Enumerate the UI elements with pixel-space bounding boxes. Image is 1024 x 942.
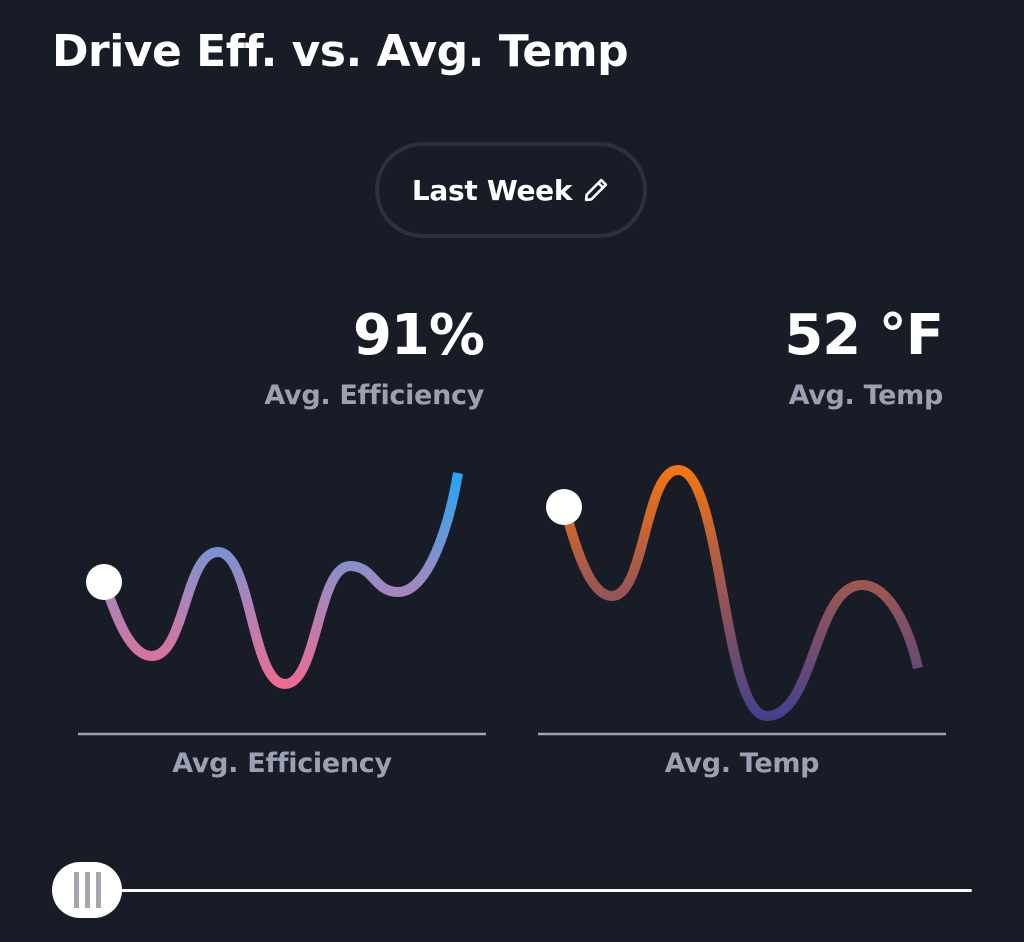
grip-lines-icon	[73, 872, 79, 908]
temperature-line	[559, 464, 923, 722]
efficiency-line	[99, 472, 463, 690]
date-range-button[interactable]: Last Week	[375, 142, 647, 238]
efficiency-marker-dot[interactable]	[86, 564, 122, 600]
slider-track[interactable]	[112, 889, 972, 892]
temperature-value: 52 °F	[784, 303, 944, 368]
grip-lines-icon	[84, 872, 90, 908]
temperature-axis-label: Avg. Temp	[664, 748, 820, 779]
temperature-stat: 52 °F Avg. Temp	[784, 303, 944, 414]
efficiency-value: 91%	[352, 303, 485, 368]
efficiency-axis-label: Avg. Efficiency	[172, 748, 392, 779]
slider-thumb[interactable]	[52, 862, 122, 918]
timeline-slider[interactable]	[52, 862, 972, 918]
page-title: Drive Eff. vs. Avg. Temp	[52, 26, 629, 77]
efficiency-stat: 91% Avg. Efficiency	[264, 303, 485, 414]
temperature-chart	[538, 464, 946, 736]
efficiency-caption: Avg. Efficiency	[264, 380, 484, 411]
grip-lines-icon	[95, 872, 101, 908]
date-range-label: Last Week	[411, 173, 573, 207]
pencil-icon	[582, 176, 610, 204]
temperature-marker-dot[interactable]	[546, 489, 582, 525]
efficiency-chart	[78, 472, 486, 736]
temperature-caption: Avg. Temp	[788, 380, 944, 411]
